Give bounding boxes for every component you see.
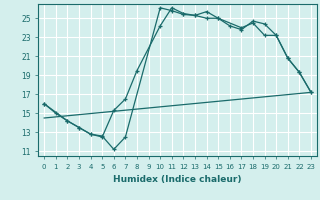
X-axis label: Humidex (Indice chaleur): Humidex (Indice chaleur) [113, 175, 242, 184]
